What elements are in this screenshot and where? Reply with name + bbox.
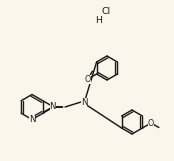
Text: N: N (29, 115, 35, 124)
Text: S: S (50, 103, 56, 112)
Text: N: N (81, 98, 87, 106)
Text: H: H (95, 15, 102, 24)
Text: O: O (148, 118, 154, 128)
Text: O: O (85, 75, 91, 84)
Text: Cl: Cl (101, 6, 110, 15)
Text: N: N (50, 102, 56, 111)
